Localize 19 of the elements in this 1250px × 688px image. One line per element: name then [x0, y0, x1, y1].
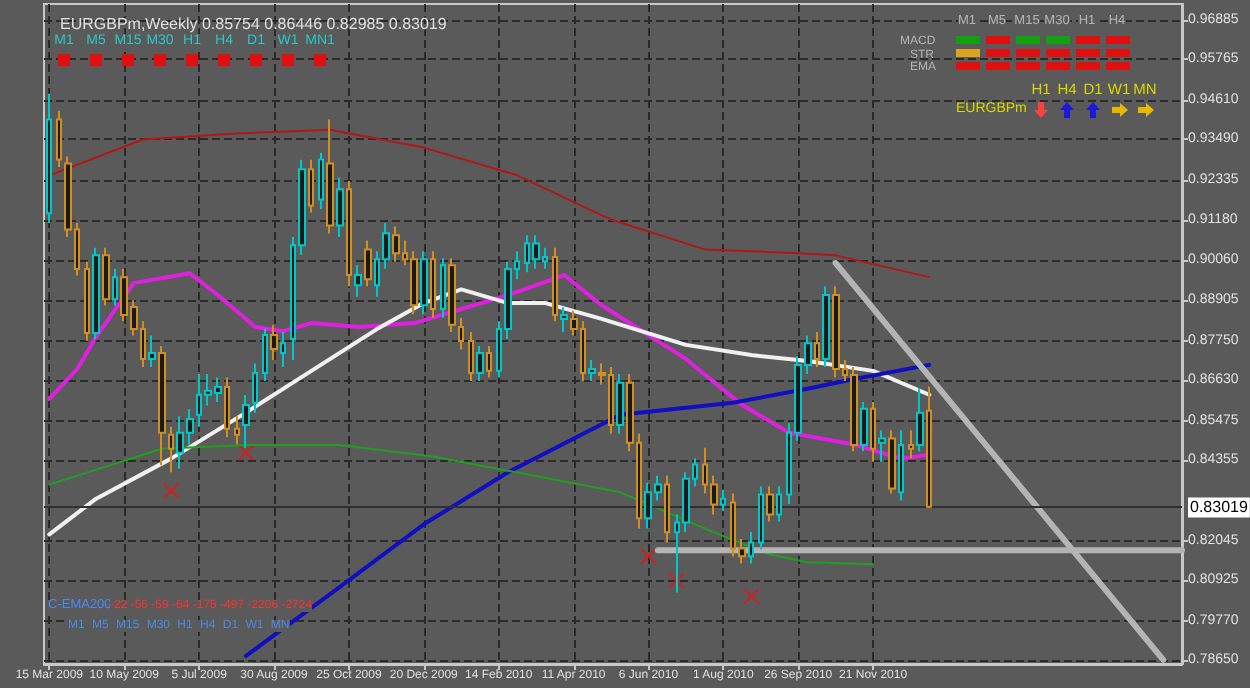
line-series: [47, 287, 932, 537]
candlestick: [242, 394, 250, 449]
candlestick: [458, 316, 464, 351]
line-series: [48, 443, 875, 566]
point: [640, 548, 657, 565]
candlestick: [56, 109, 62, 168]
point: [743, 588, 760, 605]
candlestick: [448, 257, 456, 333]
candlestick: [252, 362, 258, 414]
text: EURGBPm,Weekly 0.85754 0.86446 0.82985 0.83019: [60, 15, 448, 33]
line-series: [47, 271, 932, 461]
line-series: [243, 362, 932, 658]
point: [163, 482, 180, 499]
candlestick: [234, 415, 240, 446]
point: [237, 444, 254, 461]
line-series: [48, 128, 931, 279]
candlestick: [46, 92, 52, 225]
candlestick: [532, 234, 540, 270]
ref-line-label: 0.83019: [1190, 498, 1249, 517]
